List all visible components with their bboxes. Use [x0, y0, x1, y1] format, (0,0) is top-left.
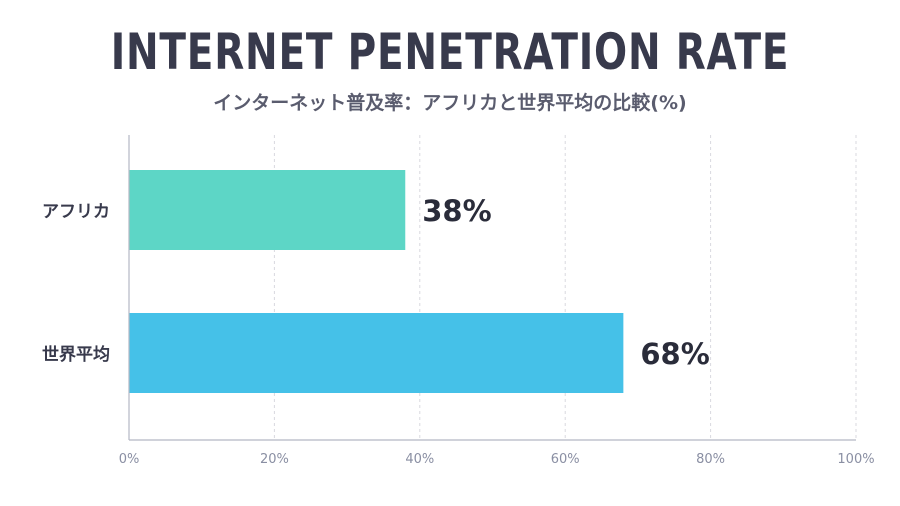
chart-subtitle: インターネット普及率：アフリカと世界平均の比較(%)	[213, 92, 687, 114]
x-tick-labels: 0% 20% 40% 60% 80% 100%	[119, 452, 875, 467]
x-tick-label: 40%	[405, 452, 434, 467]
x-tick-label: 20%	[260, 452, 289, 467]
value-label: 68%	[640, 337, 709, 371]
bars	[129, 170, 624, 393]
axes	[128, 135, 856, 441]
chart-title: INTERNET PENETRATION RATE	[110, 23, 790, 81]
x-tick-label: 60%	[551, 452, 580, 467]
bar	[129, 313, 624, 393]
x-tick-label: 0%	[119, 452, 140, 467]
category-label: アフリカ	[42, 202, 110, 222]
x-tick-label: 80%	[696, 452, 725, 467]
value-labels: 38% 68%	[422, 194, 710, 371]
x-tick-label: 100%	[837, 452, 874, 467]
value-label: 38%	[422, 194, 491, 228]
category-label: 世界平均	[42, 344, 110, 365]
bar	[129, 170, 406, 250]
